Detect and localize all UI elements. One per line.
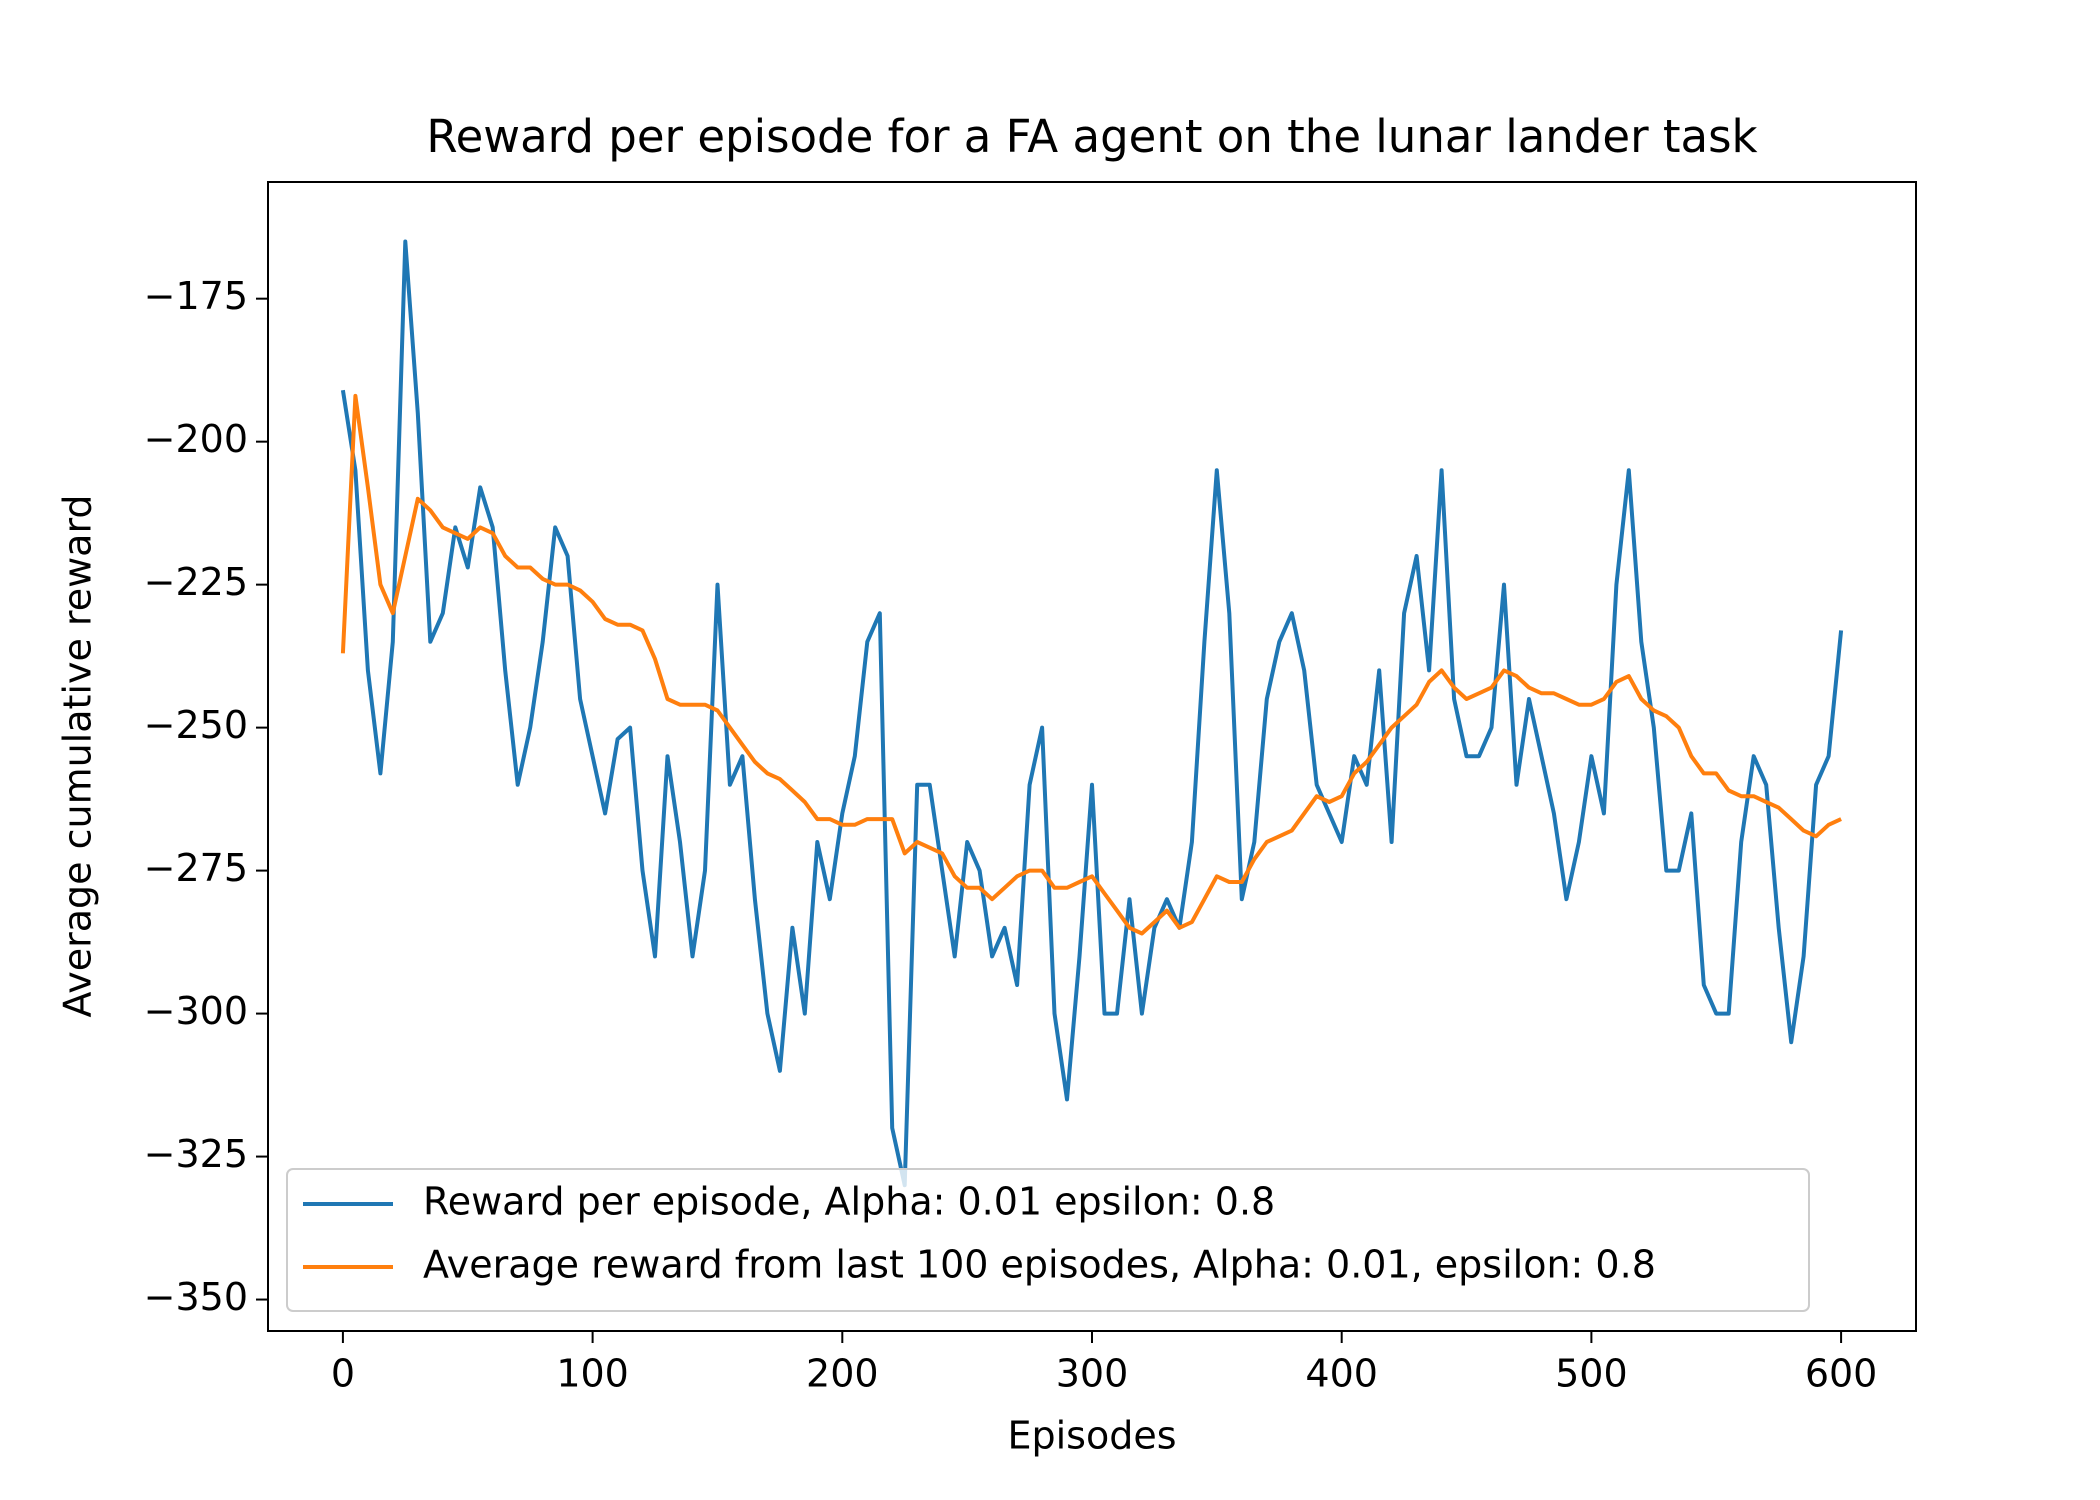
x-tick-label: 600 — [1805, 1352, 1878, 1396]
y-tick-label: −200 — [144, 417, 248, 461]
x-tick-label: 400 — [1305, 1352, 1378, 1396]
y-tick-label: −250 — [144, 703, 248, 747]
y-axis-label: Average cumulative reward — [56, 494, 100, 1017]
y-tick-label: −175 — [144, 274, 248, 318]
plot-frame — [267, 181, 1917, 1332]
y-tick-label: −350 — [144, 1275, 248, 1319]
x-tick-label: 300 — [1056, 1352, 1129, 1396]
y-tick-label: −300 — [144, 989, 248, 1033]
legend-box — [286, 1168, 1810, 1312]
x-tick-label: 200 — [806, 1352, 879, 1396]
legend-label: Average reward from last 100 episodes, A… — [423, 1243, 1656, 1287]
x-tick-label: 500 — [1555, 1352, 1628, 1396]
chart-title: Reward per episode for a FA agent on the… — [426, 110, 1757, 163]
y-tick-label: −325 — [144, 1132, 248, 1176]
y-tick-label: −275 — [144, 846, 248, 890]
series-line — [340, 393, 1842, 936]
y-tick-label: −225 — [144, 560, 248, 604]
x-tick-label: 0 — [331, 1352, 355, 1396]
series-line — [340, 239, 1844, 1188]
legend-label: Reward per episode, Alpha: 0.01 epsilon:… — [423, 1180, 1275, 1224]
x-axis-label: Episodes — [1007, 1414, 1176, 1458]
x-tick-label: 100 — [556, 1352, 629, 1396]
legend: Reward per episode, Alpha: 0.01 epsilon:… — [286, 1168, 1810, 1312]
